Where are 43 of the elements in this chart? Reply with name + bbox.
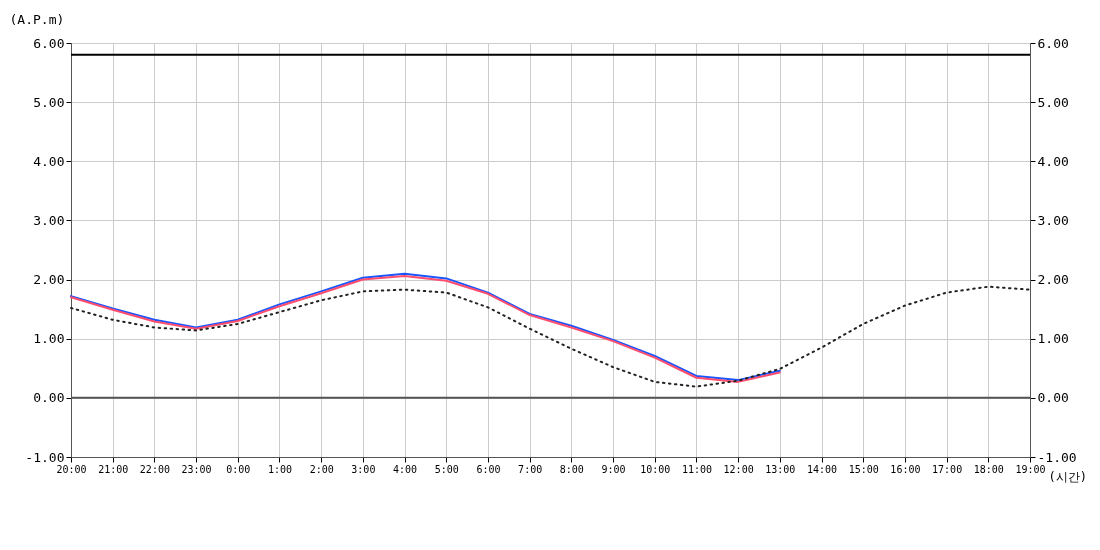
x-tick-label: 11:00	[681, 463, 712, 475]
x-tick-label: 0:00	[226, 463, 251, 475]
x-axis-title: (시간)	[1048, 469, 1087, 484]
x-tick-label: 23:00	[181, 463, 212, 475]
x-tick-label: 5:00	[434, 463, 459, 475]
x-tick-label: 2:00	[309, 463, 334, 475]
y2-tick-label: 0.00	[1037, 390, 1069, 406]
x-tick-label: 22:00	[139, 463, 170, 475]
y-tick-label: 2.00	[33, 272, 65, 288]
y2-tick-label: 3.00	[1037, 212, 1069, 228]
x-tick-label: 15:00	[848, 463, 879, 475]
y2-tick-label: 1.00	[1037, 331, 1069, 347]
x-tick-label: 1:00	[267, 463, 293, 475]
y2-tick-label: -1.00	[1037, 449, 1077, 465]
y-tick-label: 3.00	[33, 212, 65, 228]
y2-tick-label: 2.00	[1037, 272, 1069, 288]
x-tick-label: 12:00	[723, 463, 754, 475]
x-tick-label: 13:00	[765, 463, 796, 475]
x-tick-label: 16:00	[890, 463, 921, 475]
x-tick-label: 21:00	[98, 463, 129, 475]
y2-tick-label: 5.00	[1037, 94, 1069, 110]
x-tick-label: 17:00	[932, 463, 963, 475]
y-tick-label: 1.00	[33, 331, 65, 347]
x-tick-label: 6:00	[476, 463, 501, 475]
y-tick-label: 5.00	[33, 94, 65, 110]
y2-tick-label: 6.00	[1037, 35, 1069, 51]
x-tick-label: 4:00	[393, 463, 418, 475]
x-tick-label: 3:00	[351, 463, 376, 475]
y-tick-label: 4.00	[33, 153, 65, 169]
x-tick-label: 20:00	[56, 463, 87, 475]
x-tick-label: 19:00	[1015, 463, 1046, 475]
x-tick-label: 8:00	[559, 463, 584, 475]
y-tick-label: -1.00	[25, 449, 65, 465]
y-tick-label: 6.00	[33, 35, 65, 51]
x-tick-label: 18:00	[973, 463, 1004, 475]
x-tick-label: 10:00	[640, 463, 671, 475]
y-tick-label: 0.00	[33, 390, 65, 406]
x-tick-label: 9:00	[601, 463, 626, 475]
y2-tick-label: 4.00	[1037, 153, 1069, 169]
x-tick-label: 14:00	[806, 463, 838, 475]
line-series	[70, 285, 1031, 388]
x-tick-label: 7:00	[518, 463, 543, 475]
y-axis-title: (A.P.m)	[9, 11, 65, 27]
